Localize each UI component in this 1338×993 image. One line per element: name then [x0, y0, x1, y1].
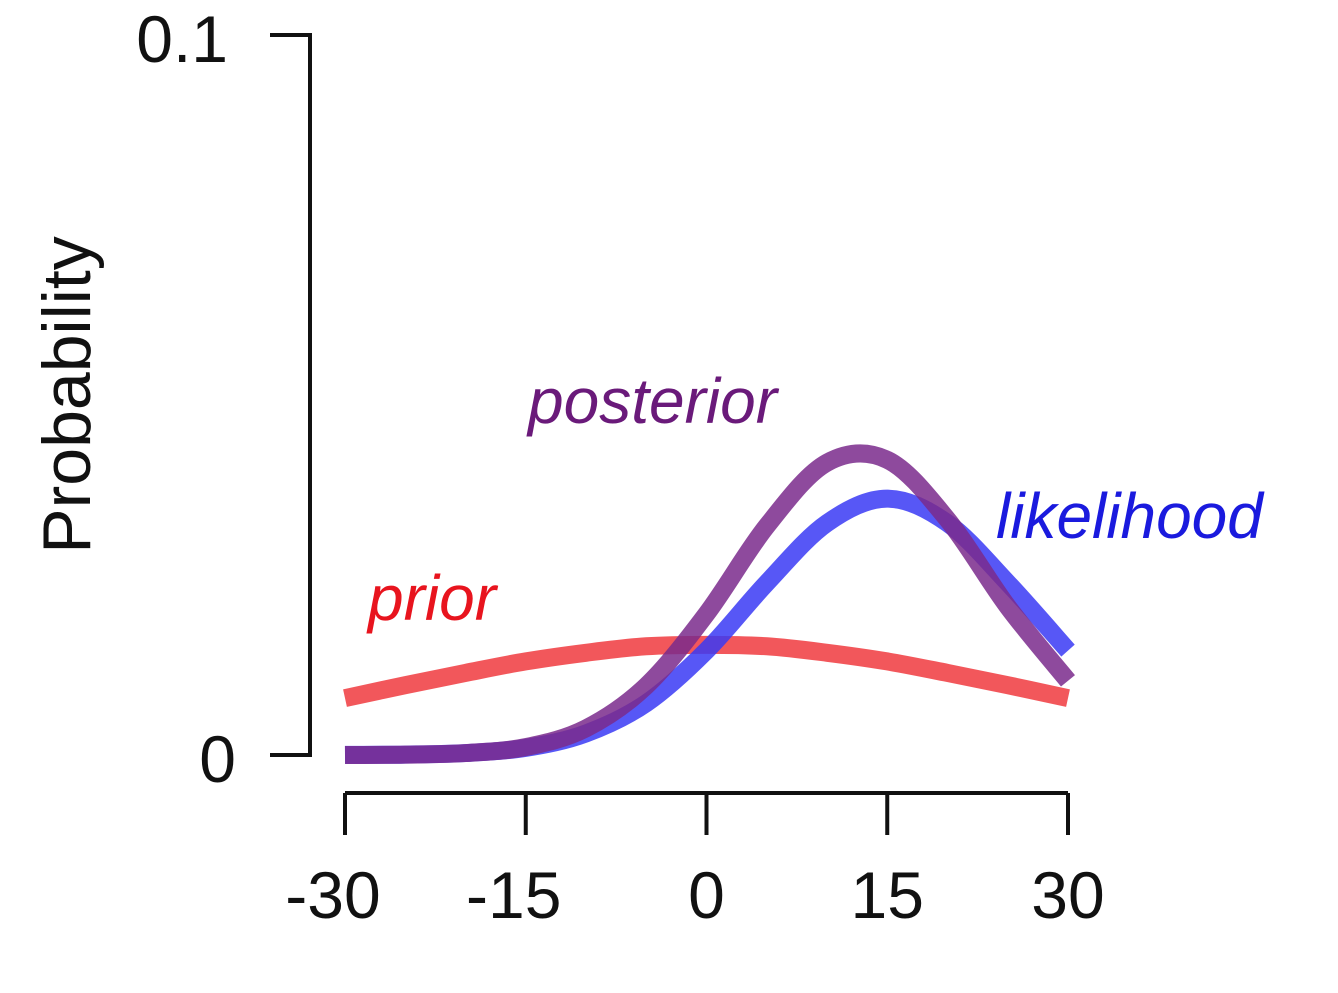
x-ticks: -30 -15 0 15 30 — [285, 793, 1105, 932]
y-tick-label-0: 0 — [199, 722, 236, 796]
posterior-line — [344, 444, 1075, 764]
x-tick-label: 30 — [1031, 858, 1104, 932]
x-tick-label: 0 — [688, 858, 725, 932]
posterior-label: posterior — [526, 365, 780, 437]
y-tick-label-0.1: 0.1 — [136, 2, 228, 76]
likelihood-label: likelihood — [996, 480, 1265, 552]
x-tick-label: -30 — [285, 858, 380, 932]
series-lines — [343, 444, 1075, 764]
y-axis-title: Probability — [29, 236, 105, 554]
x-tick-label: 15 — [851, 858, 924, 932]
x-tick-label: -15 — [466, 858, 561, 932]
y-axis-line — [270, 33, 312, 757]
prior-label: prior — [366, 562, 499, 634]
